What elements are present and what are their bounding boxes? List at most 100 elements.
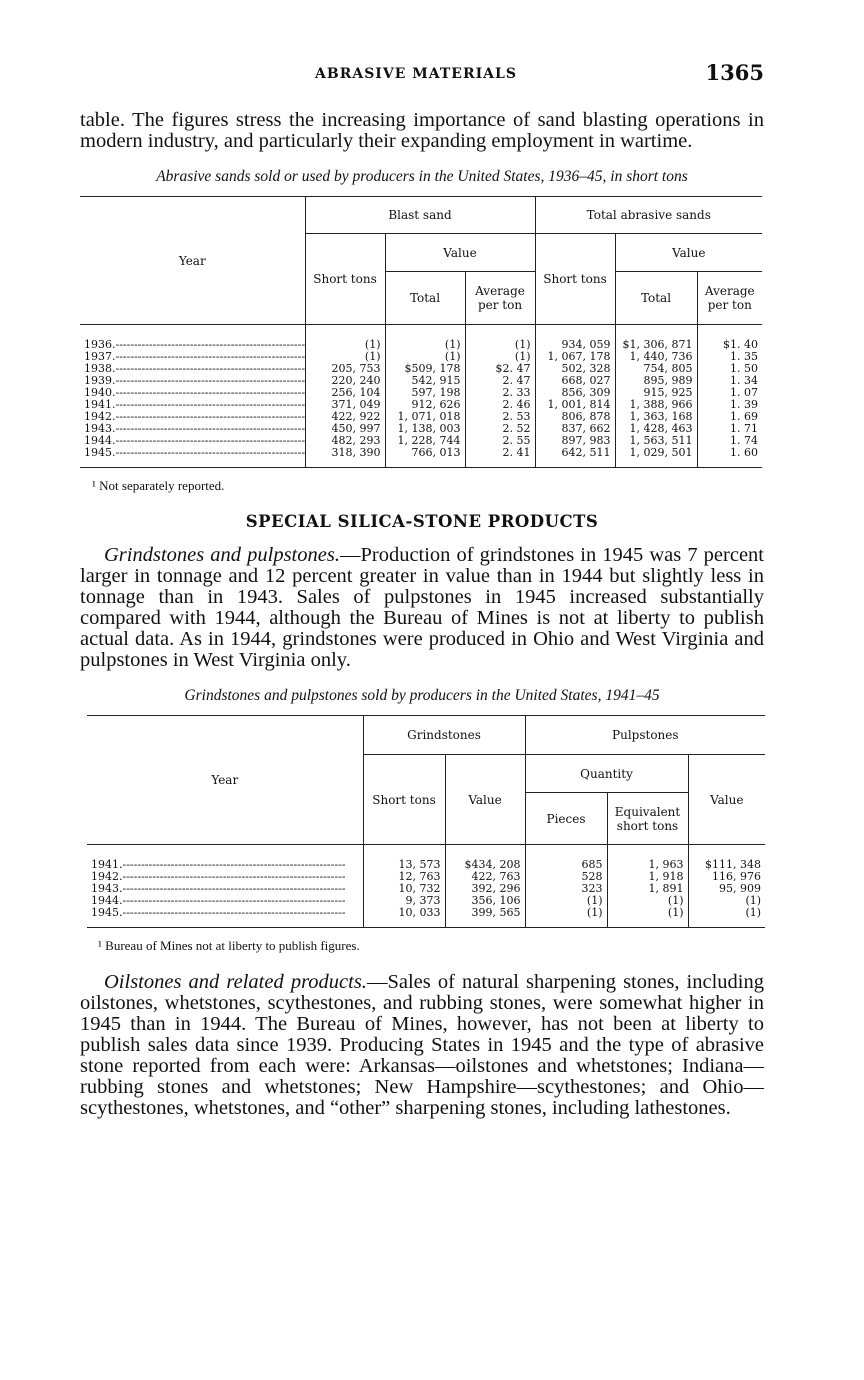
value-cell: (1) [304,324,385,351]
year-cell: 1944.-----------------------------------… [91,895,346,907]
value-cell: 934, 059 [534,324,615,351]
value-cell: 915, 925 [614,387,697,399]
value-cell: 1, 363, 168 [614,411,697,423]
value-cell: (1) [384,324,465,351]
oilstones-text: —Sales of natural sharpening stones, inc… [80,971,764,1119]
table-row: 1942.-----------------------------------… [80,411,763,423]
value-cell: 642, 511 [534,447,615,468]
value-cell: 897, 983 [534,435,615,447]
value-cell: 502, 328 [534,363,615,375]
value-cell: 1, 891 [606,883,689,895]
value-cell: 1. 69 [696,411,763,423]
value-cell: 392, 296 [444,883,526,895]
value-cell: 318, 390 [304,447,385,468]
intro-paragraph: table. The figures stress the increasing… [80,109,764,152]
value-cell: 399, 565 [444,907,526,928]
value-cell: 912, 626 [384,399,465,411]
year-cell: 1942.-----------------------------------… [84,411,305,423]
table-row: 1936.-----------------------------------… [80,324,763,351]
table-row: 1939.-----------------------------------… [80,375,763,387]
grindstones-table: Year Grindstones Pulpstones Short tons V… [87,715,766,928]
value-cell: 1. 39 [696,399,763,411]
value-cell: 668, 027 [534,375,615,387]
value-cell: 10, 732 [362,883,445,895]
value-cell: (1) [524,907,608,928]
value-cell: 895, 989 [614,375,697,387]
value-cell: 220, 240 [304,375,385,387]
value-cell: 856, 309 [534,387,615,399]
value-cell: $111, 348 [687,844,766,871]
value-cell: 1, 071, 018 [384,411,465,423]
col-blast-total: Total [384,271,465,325]
col-total-average: Average per ton [696,271,763,325]
value-cell: 597, 198 [384,387,465,399]
value-cell: $1, 306, 871 [614,324,697,351]
col-grind-short-tons: Short tons [362,754,445,845]
col-total-short-tons: Short tons [534,233,615,325]
year-cell: 1943.-----------------------------------… [91,883,346,895]
value-cell: (1) [464,324,535,351]
value-cell: 754, 805 [614,363,697,375]
table-row: 1945.-----------------------------------… [80,447,763,468]
group-blast-sand: Blast sand [304,196,535,234]
value-cell: 205, 753 [304,363,385,375]
col-pieces: Pieces [524,792,608,845]
value-cell: (1) [687,907,766,928]
value-cell: 1, 001, 814 [534,399,615,411]
table-row: 1944.-----------------------------------… [87,895,766,907]
oilstones-paragraph: Oilstones and related products.—Sales of… [80,972,764,1119]
table-row: 1944.-----------------------------------… [80,435,763,447]
col-grind-value: Value [444,754,526,845]
value-cell: 1, 918 [606,871,689,883]
page-number: 1365 [705,60,764,85]
value-cell: 10, 033 [362,907,445,928]
table1-caption: Abrasive sands sold or used by producers… [156,168,688,185]
table-row: 1940.-----------------------------------… [80,387,763,399]
value-cell: $1. 40 [696,324,763,351]
year-cell: 1944.-----------------------------------… [84,435,305,447]
value-cell: (1) [606,907,689,928]
value-cell: 1. 34 [696,375,763,387]
value-cell: 685 [524,844,608,871]
year-cell: 1941.-----------------------------------… [91,858,346,871]
table-row: 1937.-----------------------------------… [80,351,763,363]
value-cell: 482, 293 [304,435,385,447]
value-cell: 95, 909 [687,883,766,895]
year-cell: 1936.-----------------------------------… [84,338,305,351]
table-row: 1945.-----------------------------------… [87,907,766,928]
value-cell: 2. 33 [464,387,535,399]
table-row: 1943.-----------------------------------… [80,423,763,435]
value-cell: 766, 013 [384,447,465,468]
value-cell: (1) [524,895,608,907]
value-cell: 356, 106 [444,895,526,907]
value-cell: 1, 067, 178 [534,351,615,363]
value-cell: 1. 60 [696,447,763,468]
table1-footnote: ¹ Not separately reported. [92,478,225,493]
value-cell: 422, 763 [444,871,526,883]
value-cell: 1, 563, 511 [614,435,697,447]
oilstones-lead: Oilstones and related products. [104,971,367,993]
abrasive-sands-table: Year Blast sand Total abrasive sands Sho… [80,196,763,468]
group-quantity: Quantity [524,754,689,793]
table2-caption: Grindstones and pulpstones sold by produ… [184,687,660,704]
value-cell: 1. 74 [696,435,763,447]
value-cell: 2. 41 [464,447,535,468]
table-row: 1941.-----------------------------------… [80,399,763,411]
value-cell: 2. 52 [464,423,535,435]
grindstones-paragraph: Grindstones and pulpstones.—Production o… [80,545,764,671]
value-cell: 1, 228, 744 [384,435,465,447]
text-column: ABRASIVE MATERIALS 1365 table. The figur… [80,0,766,1119]
value-cell: $2. 47 [464,363,535,375]
value-cell: 837, 662 [534,423,615,435]
running-title: ABRASIVE MATERIALS [315,66,517,82]
year-cell: 1941.-----------------------------------… [84,399,305,411]
section-title: SPECIAL SILICA-STONE PRODUCTS [245,512,599,531]
group-blast-value: Value [384,233,535,272]
value-cell: 806, 878 [534,411,615,423]
col-equivalent: Equivalent short tons [606,792,689,845]
year-cell: 1940.-----------------------------------… [84,387,305,399]
value-cell: 1, 138, 003 [384,423,465,435]
year-cell: 1937.-----------------------------------… [84,351,305,363]
value-cell: 1. 07 [696,387,763,399]
col-year: Year [87,715,363,845]
